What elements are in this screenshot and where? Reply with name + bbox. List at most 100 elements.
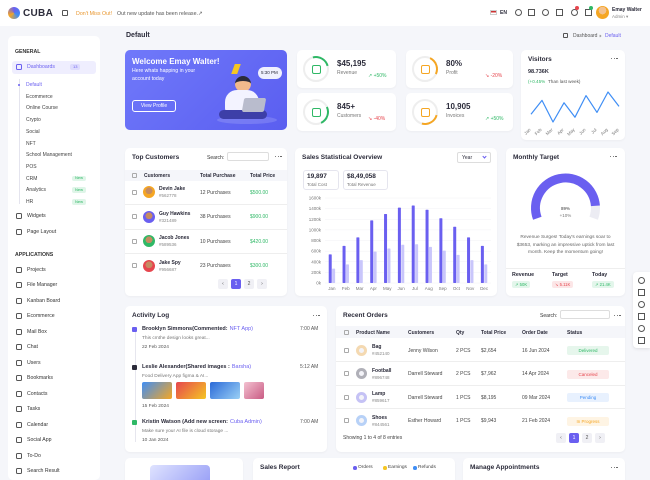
sidebar-item[interactable]: Social App: [27, 437, 52, 444]
menu-dot: [610, 156, 612, 158]
checkbox[interactable]: [132, 238, 137, 244]
sidebar-item[interactable]: File Manager: [27, 282, 58, 289]
timeline-marker: [132, 420, 137, 425]
bar: [384, 213, 388, 283]
order-qty: 1 PCS: [456, 394, 471, 401]
sidebar-item[interactable]: Contacts: [27, 390, 48, 397]
page-button[interactable]: 1: [569, 433, 579, 443]
search-input[interactable]: [560, 310, 610, 319]
checkbox[interactable]: [344, 371, 349, 376]
customer-price: $500.00: [250, 189, 269, 196]
submenu-item[interactable]: HR: [26, 199, 34, 205]
submenu-item[interactable]: Analytics: [26, 187, 47, 194]
sidebar-item[interactable]: Kanban Board: [27, 297, 61, 304]
activity-link[interactable]: Cuba Admin): [229, 419, 262, 425]
sidebar-item[interactable]: Chat: [27, 344, 38, 351]
sidebar-item[interactable]: Bookmarks: [27, 375, 53, 382]
header-icon[interactable]: [585, 9, 592, 16]
sidebar-item[interactable]: Dashboards: [27, 64, 55, 70]
page-button[interactable]: ›: [595, 433, 605, 443]
x-tick-label: May: [383, 286, 392, 291]
checkbox[interactable]: [132, 263, 137, 268]
sidebar-item[interactable]: Tasks: [27, 406, 41, 413]
checkbox[interactable]: [132, 173, 137, 178]
header-icon[interactable]: [515, 9, 522, 16]
y-tick-label: 1400k: [309, 206, 322, 211]
sidebar-item[interactable]: To-Do: [27, 452, 41, 459]
sidebar-item[interactable]: Widgets: [27, 212, 46, 219]
checkbox[interactable]: [344, 329, 349, 335]
toolbar-icon[interactable]: [638, 277, 645, 284]
toolbar-icon[interactable]: [638, 289, 645, 296]
header-icon[interactable]: [571, 9, 578, 16]
activity-link[interactable]: Barsha): [231, 364, 252, 370]
year-dropdown[interactable]: Year: [457, 152, 491, 163]
column-header: Order Date: [522, 330, 548, 336]
toolbar-icon[interactable]: [638, 337, 645, 344]
checkbox[interactable]: [344, 394, 349, 400]
checkbox[interactable]: [132, 214, 137, 219]
page-button[interactable]: ‹: [218, 279, 228, 289]
sidebar-item[interactable]: Mail Box: [27, 328, 47, 335]
card: Recent Orders Search: Product Name Customer…: [336, 306, 625, 452]
order-qty: 1 PCS: [456, 418, 471, 424]
activity-text: Make sure your AI file is cloud storage …: [142, 429, 229, 434]
breadcrumb-sep: [598, 34, 602, 38]
sidebar-item[interactable]: Calendar: [27, 421, 49, 428]
submenu-item[interactable]: Default: [26, 82, 42, 88]
bar: [428, 246, 432, 283]
illustration-shadow: [217, 116, 277, 124]
gauge-value: [531, 173, 600, 220]
sidebar-item[interactable]: Ecommerce: [27, 313, 55, 320]
checkbox[interactable]: [132, 189, 137, 195]
submenu-item[interactable]: NFT: [26, 140, 36, 147]
legend-label: Refunds: [418, 465, 436, 470]
toolbar-icon[interactable]: [638, 325, 645, 332]
avatar[interactable]: [596, 6, 609, 19]
page-button[interactable]: ‹: [556, 433, 566, 443]
user-role[interactable]: Admin ▾: [612, 14, 629, 19]
header-icon[interactable]: [542, 9, 549, 16]
card: Visitors 98.736K (+0.45% Than last week) Jan…: [521, 50, 625, 140]
visitors-change: (+0.45%: [528, 79, 546, 84]
breadcrumb[interactable]: Dashboard: [573, 33, 598, 39]
submenu-item[interactable]: School Management: [26, 152, 72, 159]
sidebar-item[interactable]: Search Result: [27, 468, 60, 475]
order-date: 16 Jun 2024: [522, 347, 550, 354]
menu-dot: [613, 58, 615, 60]
x-tick-label: Jan: [328, 286, 336, 291]
submenu-item[interactable]: Crypto: [26, 117, 41, 124]
bar: [415, 244, 419, 283]
sidebar-item[interactable]: Projects: [27, 266, 46, 273]
submenu-item[interactable]: Online Course: [26, 105, 58, 112]
checkbox[interactable]: [344, 418, 349, 423]
activity-link[interactable]: NFT App): [229, 326, 254, 332]
page-button[interactable]: 2: [244, 279, 254, 289]
submenu-item[interactable]: Ecommerce: [26, 93, 53, 100]
bar: [480, 245, 484, 283]
x-tick-label: Feb: [342, 286, 350, 291]
header-icon[interactable]: [556, 9, 563, 16]
page-button[interactable]: 1: [231, 279, 241, 289]
page-button[interactable]: 2: [582, 433, 592, 443]
language[interactable]: EN: [500, 10, 507, 16]
card: Activity Log Brooklyn Simmons(Commented: N…: [125, 306, 327, 452]
sidebar-icon: [16, 212, 22, 219]
stat-icon: [420, 64, 430, 74]
submenu-item[interactable]: CRM: [26, 175, 38, 182]
sidebar-item[interactable]: Users: [27, 359, 41, 366]
submenu-item[interactable]: POS: [26, 163, 37, 170]
toolbar-icon[interactable]: [638, 301, 645, 308]
order-customer: Jenny Wilson: [408, 347, 438, 354]
search-input[interactable]: [227, 152, 269, 161]
submenu-item[interactable]: Social: [26, 128, 40, 135]
bar: [470, 260, 474, 283]
view-profile-button[interactable]: View Profile: [132, 100, 176, 112]
header-icon[interactable]: [528, 9, 535, 16]
checkbox[interactable]: [344, 347, 349, 353]
page-button[interactable]: ›: [257, 279, 267, 289]
sidebar-item[interactable]: Page Layout: [27, 228, 57, 235]
toolbar-icon[interactable]: [638, 313, 645, 320]
customer-name: Jacob Jones: [159, 235, 190, 241]
x-tick-label: Feb: [534, 127, 543, 136]
